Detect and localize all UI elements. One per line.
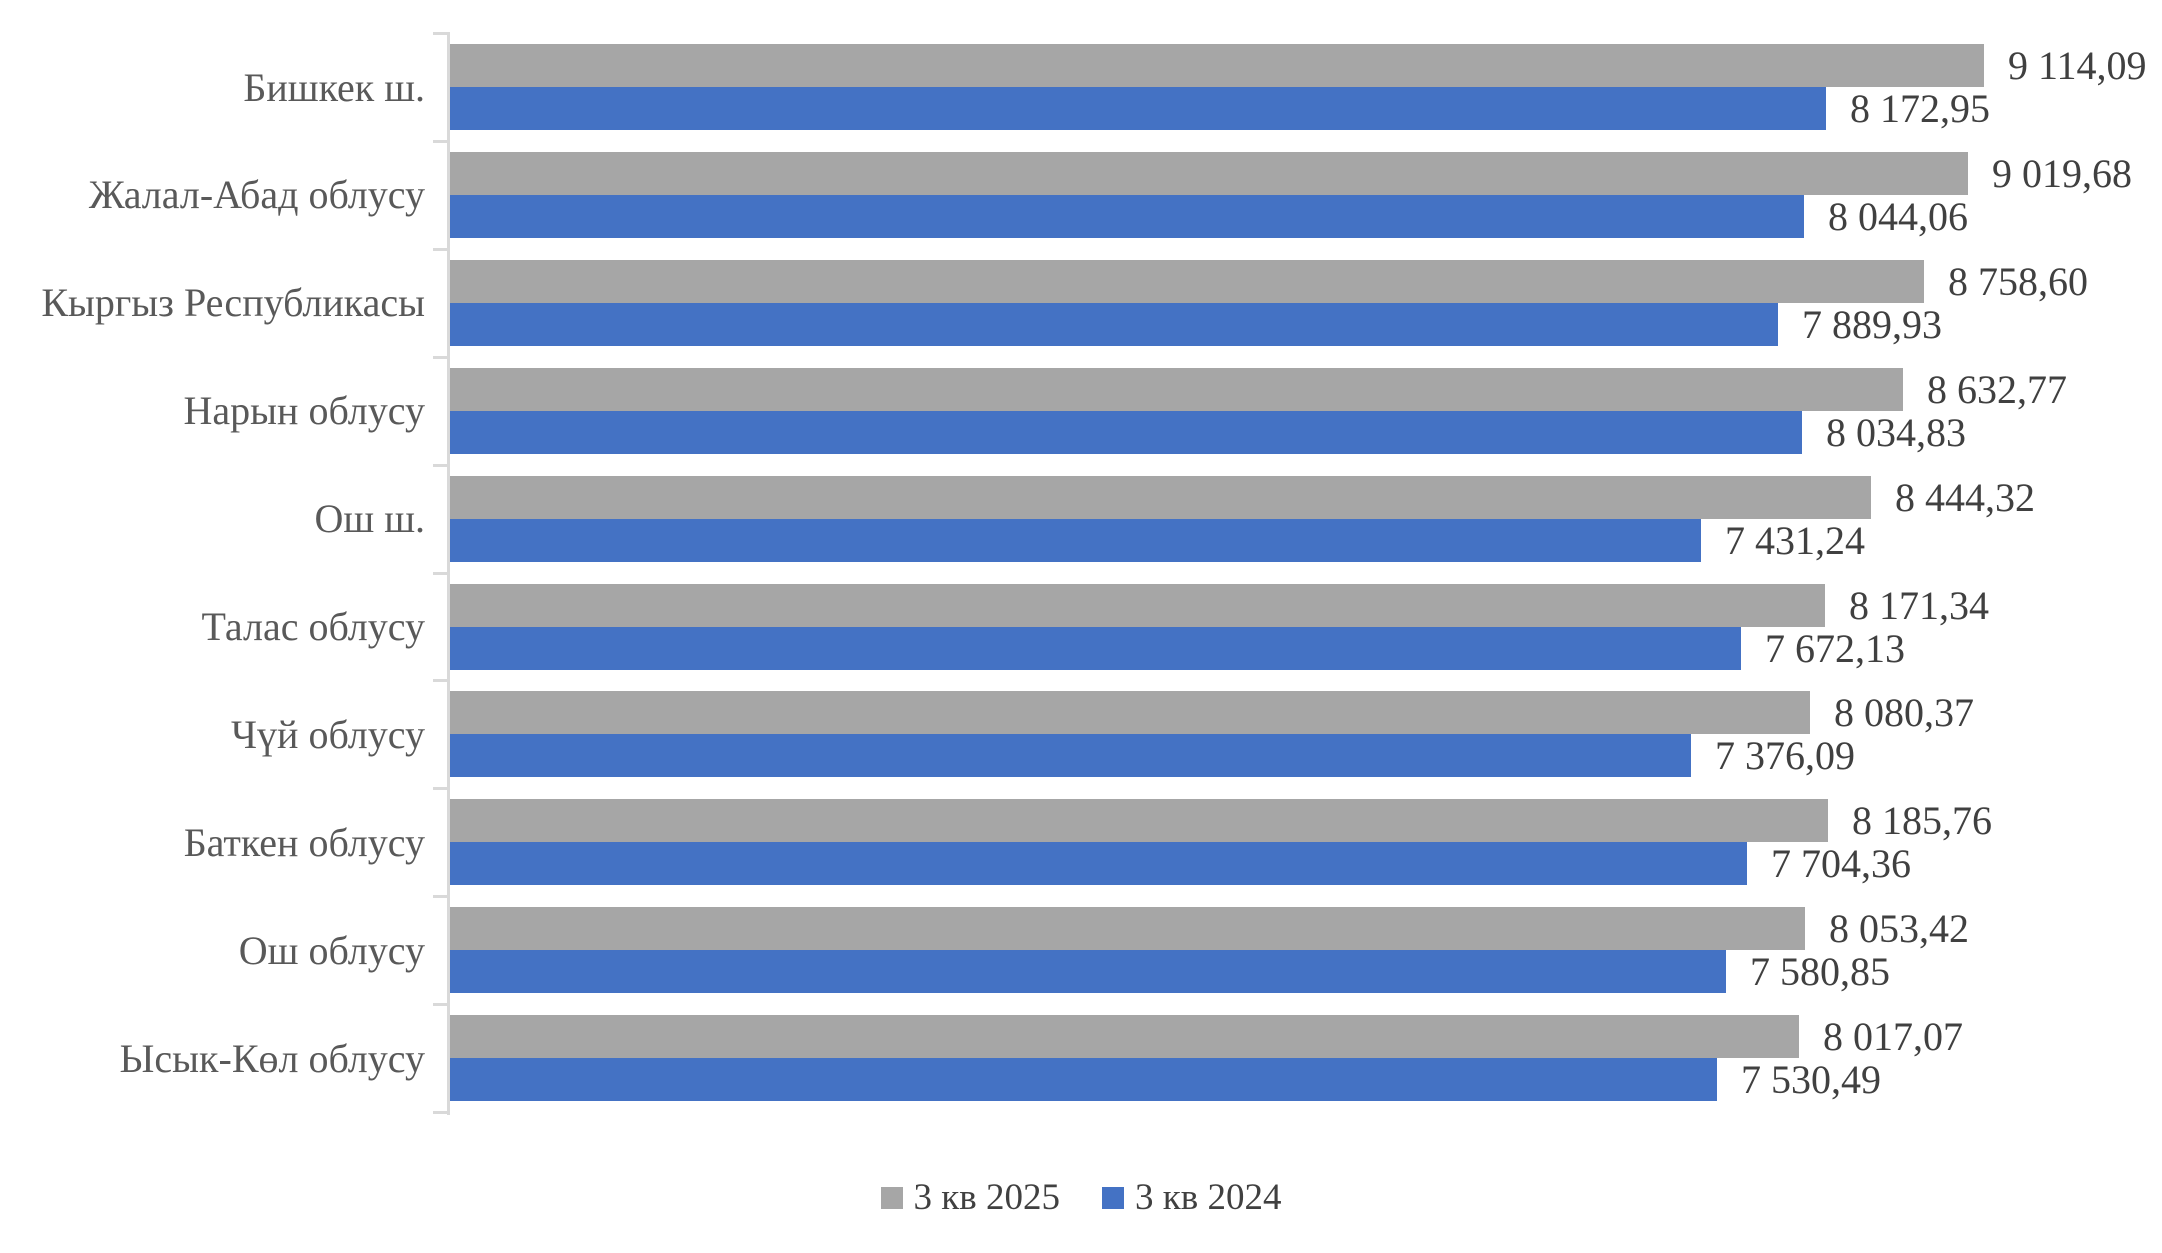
category-label: Бишкек ш. (243, 64, 425, 110)
bar-3kv2025 (450, 1015, 1799, 1059)
bar-3kv2024 (450, 87, 1826, 130)
legend-swatch-2025 (880, 1186, 903, 1209)
category-label: Талас облусу (201, 604, 425, 649)
value-label-3kv2025: 8 758,60 (1948, 258, 2088, 304)
value-label-3kv2025: 8 632,77 (1927, 366, 2067, 412)
value-label-3kv2025: 8 080,37 (1834, 690, 1974, 736)
bar-3kv2025 (450, 44, 1984, 87)
axis-tick (433, 787, 450, 791)
value-label-3kv2024: 8 034,83 (1826, 409, 1966, 455)
value-label-3kv2025: 9 019,68 (1992, 150, 2132, 196)
bar-3kv2024 (450, 410, 1802, 454)
axis-tick (433, 1003, 450, 1007)
bar-3kv2024 (450, 734, 1691, 778)
bar-3kv2024 (450, 194, 1804, 238)
axis-tick (433, 463, 450, 467)
bar-3kv2024 (450, 302, 1778, 346)
bar-3kv2024 (450, 1058, 1717, 1102)
legend-label-2025: 3 кв 2025 (913, 1177, 1060, 1218)
legend-item-3kv2024: 3 кв 2024 (1102, 1176, 1281, 1219)
value-label-3kv2024: 7 704,36 (1771, 841, 1911, 887)
bar-3kv2025 (450, 907, 1805, 951)
category-label: Ош ш. (314, 496, 426, 542)
bar-3kv2025 (450, 691, 1810, 735)
bar-3kv2024 (450, 626, 1741, 670)
category-label: Чүй облусу (231, 711, 425, 757)
category-label: Ысык-Көл облусу (119, 1035, 425, 1081)
legend-swatch-2024 (1102, 1186, 1124, 1209)
bar-3kv2025 (450, 259, 1924, 303)
value-label-3kv2024: 7 672,13 (1765, 625, 1905, 671)
value-label-3kv2025: 9 114,09 (2008, 43, 2147, 88)
value-label-3kv2024: 7 580,85 (1750, 949, 1890, 995)
value-label-3kv2024: 8 172,95 (1850, 86, 1990, 131)
value-label-3kv2025: 8 017,07 (1823, 1014, 1963, 1060)
value-label-3kv2025: 8 185,76 (1852, 798, 1992, 844)
category-label: Баткен облусу (183, 819, 425, 865)
axis-tick (433, 895, 450, 899)
axis-tick (433, 32, 450, 35)
bar-3kv2024 (450, 950, 1726, 994)
value-label-3kv2024: 7 530,49 (1741, 1057, 1881, 1103)
value-label-3kv2024: 7 376,09 (1715, 733, 1855, 779)
axis-tick (433, 571, 450, 575)
bar-3kv2024 (450, 842, 1747, 886)
value-label-3kv2025: 8 053,42 (1829, 906, 1969, 952)
bar-3kv2025 (450, 151, 1968, 195)
legend: 3 кв 2025 3 кв 2024 (0, 1176, 2162, 1219)
category-label: Ош облусу (238, 927, 425, 973)
value-label-3kv2025: 8 171,34 (1849, 582, 1989, 628)
bar-3kv2025 (450, 367, 1903, 411)
value-label-3kv2024: 8 044,06 (1828, 193, 1968, 239)
bar-3kv2025 (450, 583, 1825, 627)
value-label-3kv2024: 7 889,93 (1802, 301, 1942, 347)
legend-item-3kv2025: 3 кв 2025 (880, 1176, 1060, 1219)
bar-3kv2025 (450, 799, 1828, 843)
bar-3kv2024 (450, 518, 1701, 562)
category-label: Жалал-Абад облусу (88, 172, 425, 218)
axis-tick (433, 247, 450, 251)
category-label: Нарын облусу (183, 388, 425, 434)
axis-tick (433, 679, 450, 683)
category-label: Кыргыз Республикасы (41, 280, 425, 326)
bar-3kv2025 (450, 475, 1871, 519)
value-label-3kv2024: 7 431,24 (1725, 517, 1865, 563)
value-label-3kv2025: 8 444,32 (1895, 474, 2035, 520)
axis-tick (433, 1111, 450, 1114)
axis-tick (433, 355, 450, 359)
axis-tick (433, 139, 450, 143)
legend-label-2024: 3 кв 2024 (1135, 1177, 1282, 1218)
